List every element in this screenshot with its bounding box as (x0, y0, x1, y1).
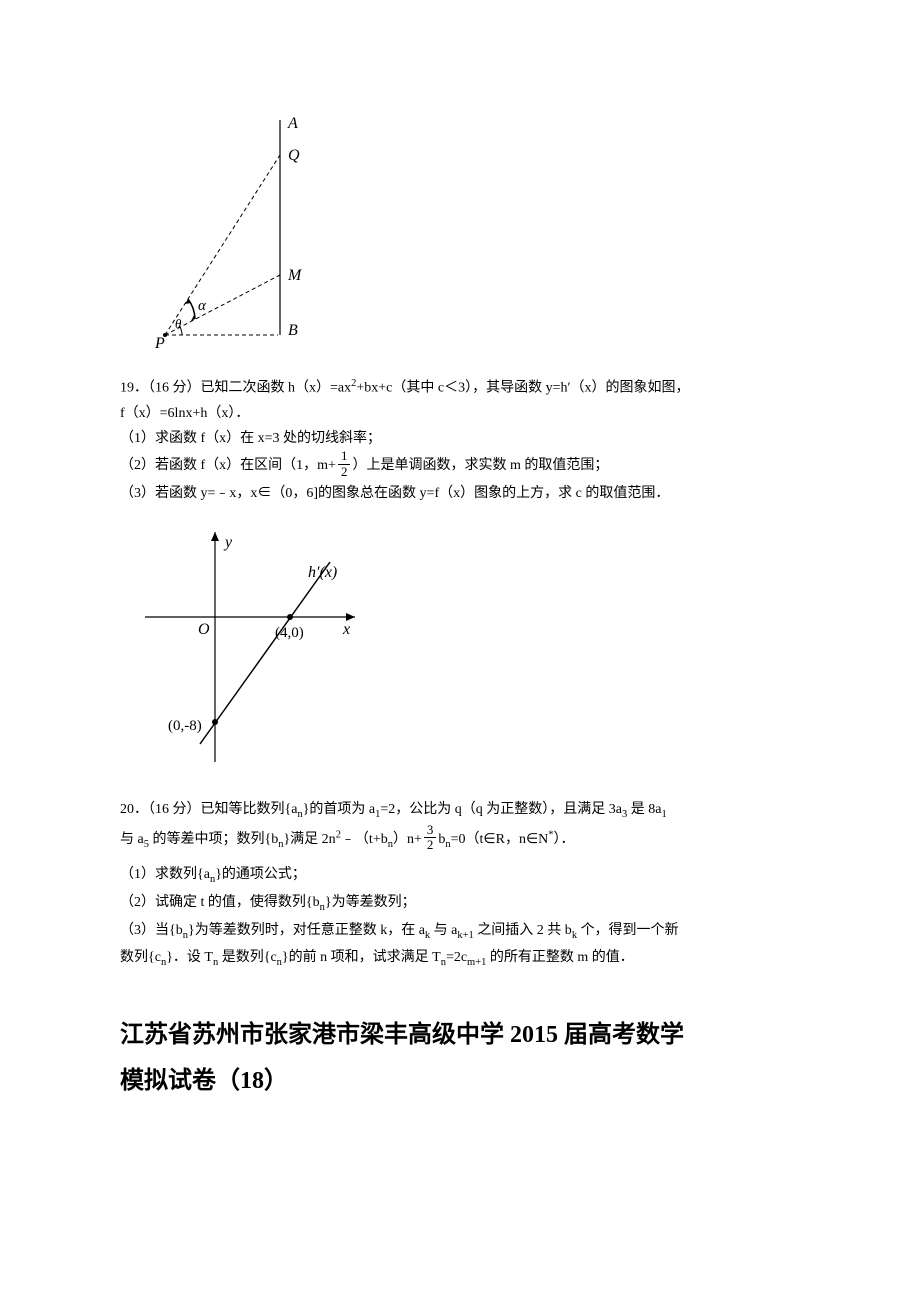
p20-p3c: 与 a (430, 923, 457, 938)
p20-p1a: （1）求数列{a (120, 867, 210, 882)
p20-p1b: }的通项公式； (215, 867, 306, 882)
p20-p3b: }为等差数列时，对任意正整数 k，在 a (188, 923, 425, 938)
label-0-minus8: (0,-8) (168, 718, 202, 734)
p19-part2b: ）上是单调函数，求实数 m 的取值范围； (352, 458, 608, 473)
p19-header-a: 19．（16 分）已知二次函数 h（x）=ax (120, 381, 351, 396)
p20-l2e: ）n+ (393, 832, 422, 847)
title-line2: 模拟试卷（18） (120, 1068, 288, 1094)
p20-p3g: }．设 T (166, 950, 213, 965)
problem-19: 19．（16 分）已知二次函数 h（x）=ax2+bx+c（其中 c＜3），其导… (120, 375, 800, 506)
label-B: B (288, 322, 298, 339)
p20-l1d: 是 8a (627, 802, 661, 817)
label-Q: Q (288, 147, 300, 164)
p20-p3j: =2c (446, 950, 467, 965)
point-x-intercept (287, 614, 293, 620)
p20-l1b: }的首项为 a (303, 802, 375, 817)
point-y-intercept (212, 719, 218, 725)
p20-p3d: 之间插入 2 共 b (474, 923, 572, 938)
figure-problem19: y x O h′(x) (4,0) (0,-8) (140, 522, 800, 777)
p20-p3e: 个，得到一个新 (577, 923, 679, 938)
title-line1: 江苏省苏州市张家港市梁丰高级中学 2015 届高考数学 (120, 1022, 684, 1048)
problem-20: 20．（16 分）已知等比数列{an}的首项为 a1=2，公比为 q（q 为正整… (120, 797, 800, 973)
p20-l2d: ﹣（t+b (341, 832, 388, 847)
p20-p3i: }的前 n 项和，试求满足 T (282, 950, 441, 965)
p19-header-b: +bx+c（其中 c＜3），其导函数 y=h′（x）的图象如图， (356, 381, 689, 396)
p19-frac: 12 (338, 449, 351, 479)
p20-p2b: }为等差数列； (325, 895, 416, 910)
label-y-axis: y (223, 534, 233, 551)
label-4-0: (4,0) (275, 625, 304, 641)
label-A: A (287, 115, 298, 132)
p20-l2g: =0（t∈R，n∈N (451, 832, 549, 847)
p20-p2a: （2）试确定 t 的值，使得数列{b (120, 895, 320, 910)
label-P: P (154, 335, 165, 350)
p20-p3a: （3）当{b (120, 923, 183, 938)
p20-frac: 32 (424, 823, 437, 853)
label-origin: O (198, 621, 210, 638)
p20-l2a: 与 a (120, 832, 144, 847)
label-hprime: h′(x) (308, 564, 337, 581)
p20-p3h: 是数列{c (218, 950, 276, 965)
p20-l1c: =2，公比为 q（q 为正整数），且满足 3a (380, 802, 622, 817)
p20-p3k: 的所有正整数 m 的值． (486, 950, 633, 965)
p20-p3f: 数列{c (120, 950, 161, 965)
p19-part2a: （2）若函数 f（x）在区间（1，m+ (120, 458, 336, 473)
label-x-axis: x (342, 621, 350, 638)
p19-line2: f（x）=6lnx+h（x）． (120, 406, 249, 421)
figure-problem18: A Q M B P α θ (140, 110, 800, 355)
p19-part1: （1）求函数 f（x）在 x=3 处的切线斜率； (120, 431, 381, 446)
p20-l1a: 20．（16 分）已知等比数列{a (120, 802, 297, 817)
page-title: 江苏省苏州市张家港市梁丰高级中学 2015 届高考数学 模拟试卷（18） (120, 1013, 800, 1104)
p20-l2h: ）． (554, 832, 575, 847)
p20-l2b: 的等差中项；数列{b (149, 832, 278, 847)
label-M: M (287, 267, 303, 284)
label-theta: θ (175, 316, 182, 331)
label-alpha: α (198, 298, 207, 314)
p20-l2c: }满足 2n (283, 832, 335, 847)
p19-part3: （3）若函数 y=﹣x，x∈（0，6]的图象总在函数 y=f（x）图象的上方，求… (120, 486, 669, 501)
